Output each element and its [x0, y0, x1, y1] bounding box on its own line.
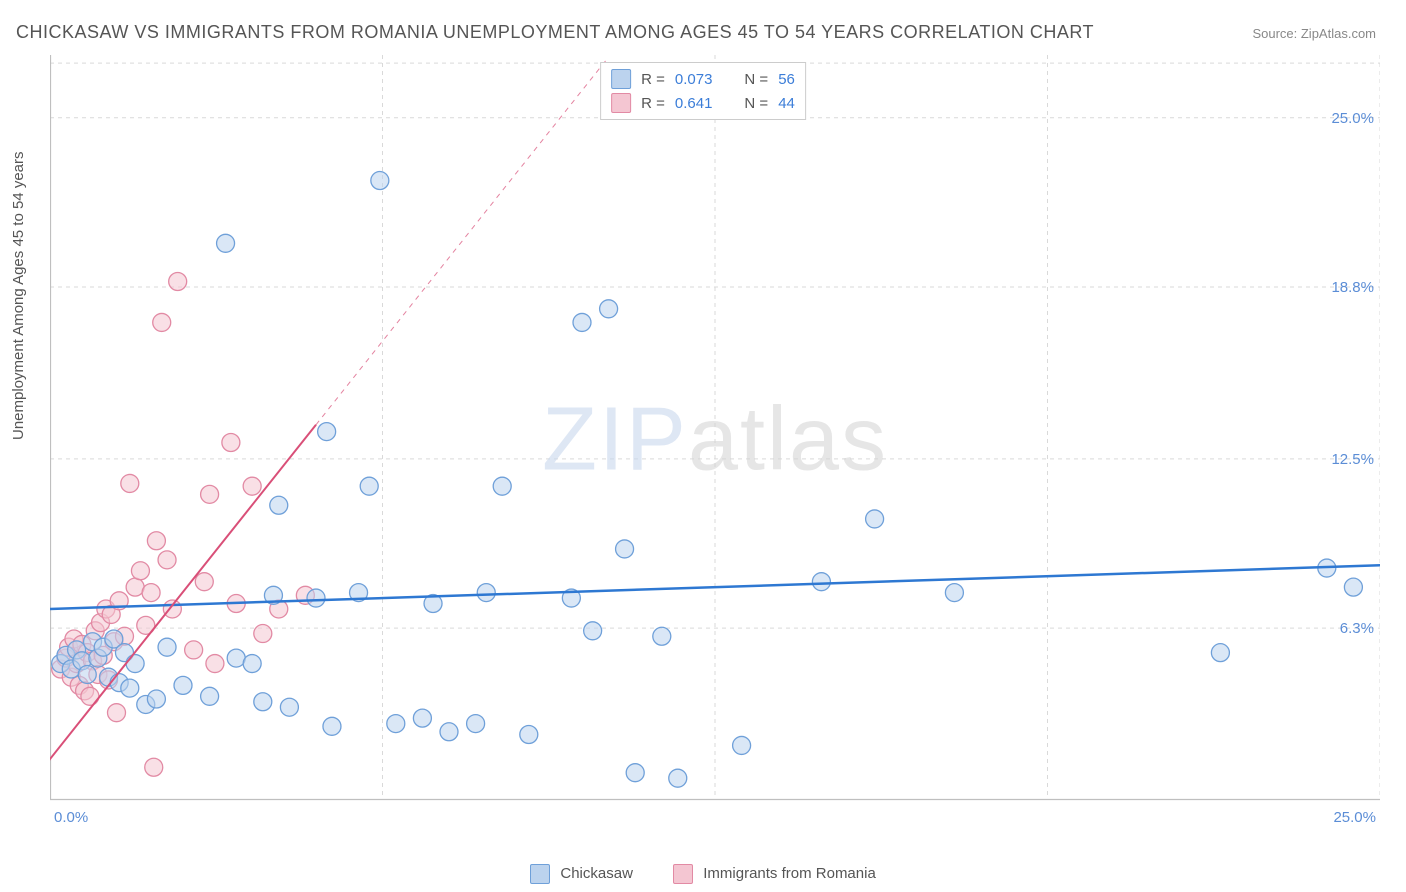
svg-text:12.5%: 12.5%: [1331, 451, 1374, 468]
legend-row: R = 0.641 N = 44: [611, 91, 795, 115]
legend-label: Chickasaw: [560, 865, 633, 882]
r-value: 0.641: [675, 95, 713, 112]
series-legend: Chickasaw Immigrants from Romania: [0, 864, 1406, 884]
n-value: 56: [778, 71, 795, 88]
r-label: R =: [641, 95, 665, 112]
svg-text:6.3%: 6.3%: [1340, 620, 1374, 637]
legend-swatch-icon: [611, 93, 631, 113]
n-label: N =: [744, 95, 768, 112]
scatter-chart: 6.3% 12.5% 18.8% 25.0% 0.0% 25.0%: [50, 55, 1380, 825]
legend-row: R = 0.073 N = 56: [611, 67, 795, 91]
correlation-legend: R = 0.073 N = 56 R = 0.641 N = 44: [600, 62, 806, 120]
svg-text:0.0%: 0.0%: [54, 809, 88, 825]
n-value: 44: [778, 95, 795, 112]
svg-text:18.8%: 18.8%: [1331, 279, 1374, 296]
r-value: 0.073: [675, 71, 713, 88]
r-label: R =: [641, 71, 665, 88]
legend-item: Immigrants from Romania: [673, 865, 876, 882]
chart-area: 6.3%12.5%18.8%25.0%0.0%25.0% ZIPatlas: [50, 55, 1380, 825]
chart-title: CHICKASAW VS IMMIGRANTS FROM ROMANIA UNE…: [16, 22, 1094, 43]
legend-swatch-icon: [673, 864, 693, 884]
source-citation: Source: ZipAtlas.com: [1252, 26, 1376, 41]
svg-text:25.0%: 25.0%: [1331, 110, 1374, 127]
legend-swatch-icon: [530, 864, 550, 884]
legend-label: Immigrants from Romania: [703, 865, 876, 882]
y-axis-label: Unemployment Among Ages 45 to 54 years: [10, 151, 27, 440]
n-label: N =: [744, 71, 768, 88]
svg-text:25.0%: 25.0%: [1333, 809, 1376, 825]
legend-item: Chickasaw: [530, 865, 637, 882]
legend-swatch-icon: [611, 69, 631, 89]
